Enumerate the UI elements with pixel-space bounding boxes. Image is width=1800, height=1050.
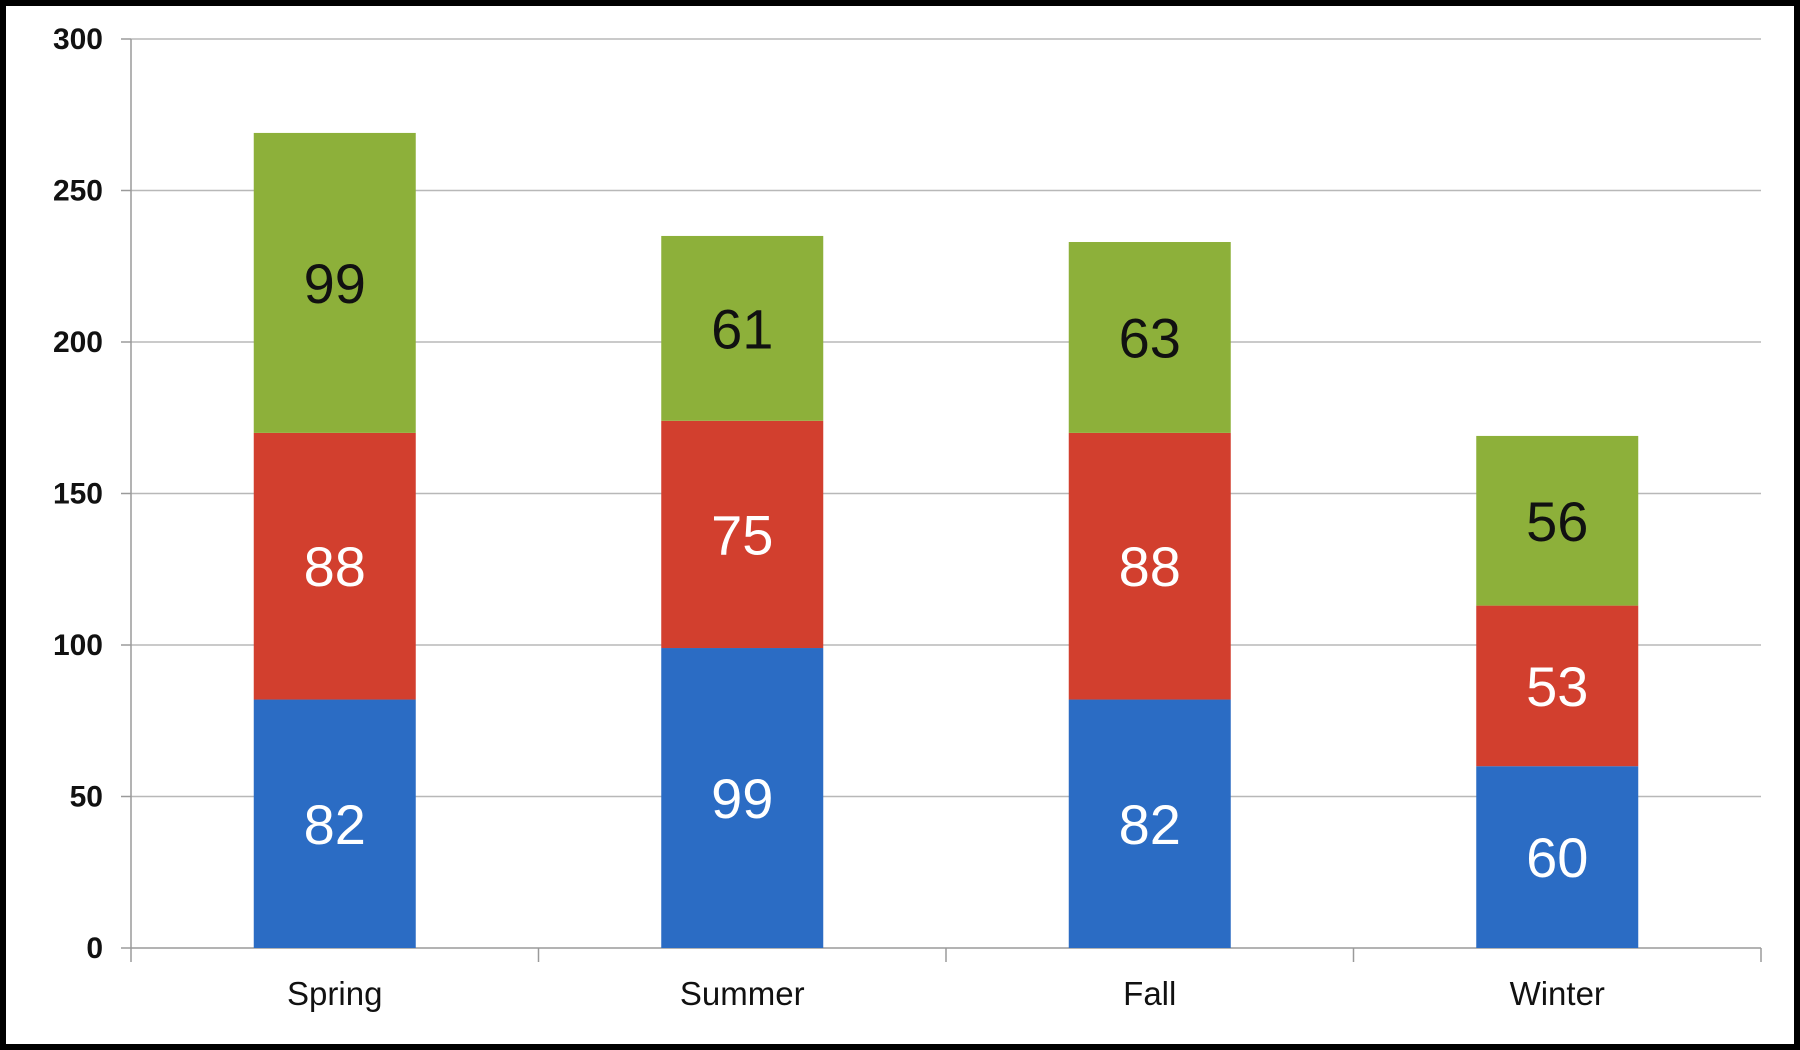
data-label-summer-series-2: 75 (711, 503, 773, 566)
data-label-winter-series-3: 56 (1526, 490, 1588, 553)
x-tick-label-summer: Summer (680, 975, 805, 1012)
y-tick-label: 100 (53, 629, 103, 662)
y-tick-label: 50 (70, 781, 103, 814)
bar-winter-series-3 (1476, 435, 1639, 606)
bar-fall-series-1 (1068, 699, 1231, 948)
y-tick-label: 0 (86, 932, 103, 965)
bar-winter-series-1 (1476, 766, 1639, 948)
data-label-summer-series-3: 61 (711, 297, 773, 360)
bar-fall-series-3 (1068, 242, 1231, 433)
x-tick-label-spring: Spring (287, 975, 382, 1012)
bar-spring-series-3 (253, 132, 416, 433)
data-label-summer-series-1: 99 (711, 767, 773, 830)
data-labels: 82 88 99 99 75 61 82 88 63 60 53 56 (304, 252, 1589, 889)
y-tick-label: 250 (53, 175, 103, 208)
y-tick-label: 200 (53, 326, 103, 359)
bar-fall-series-2 (1068, 432, 1231, 700)
bar-summer-series-3 (661, 235, 824, 421)
y-tick-label: 150 (53, 478, 103, 511)
bar-summer-series-2 (661, 420, 824, 649)
bar-summer-series-1 (661, 648, 824, 948)
bar-spring-series-1 (253, 699, 416, 948)
data-label-fall-series-2: 88 (1119, 535, 1181, 598)
bar-winter-series-2 (1476, 605, 1639, 767)
data-label-fall-series-1: 82 (1119, 793, 1181, 856)
data-label-fall-series-3: 63 (1119, 306, 1181, 369)
bars (253, 132, 1639, 948)
data-label-winter-series-2: 53 (1526, 655, 1588, 718)
bar-spring-series-2 (253, 432, 416, 700)
x-tick-label-winter: Winter (1510, 975, 1605, 1012)
data-label-winter-series-1: 60 (1526, 826, 1588, 889)
data-label-spring-series-3: 99 (304, 252, 366, 315)
x-tick-label-fall: Fall (1123, 975, 1176, 1012)
axes: 0 50 100 150 200 250 300 Spring Summer Fall Winter (53, 23, 1762, 1012)
data-label-spring-series-2: 88 (304, 535, 366, 598)
y-tick-label: 300 (53, 23, 103, 56)
data-label-spring-series-1: 82 (304, 793, 366, 856)
stacked-bar-chart: 0 50 100 150 200 250 300 Spring Summer Fall Winter… (53, 23, 1762, 1012)
